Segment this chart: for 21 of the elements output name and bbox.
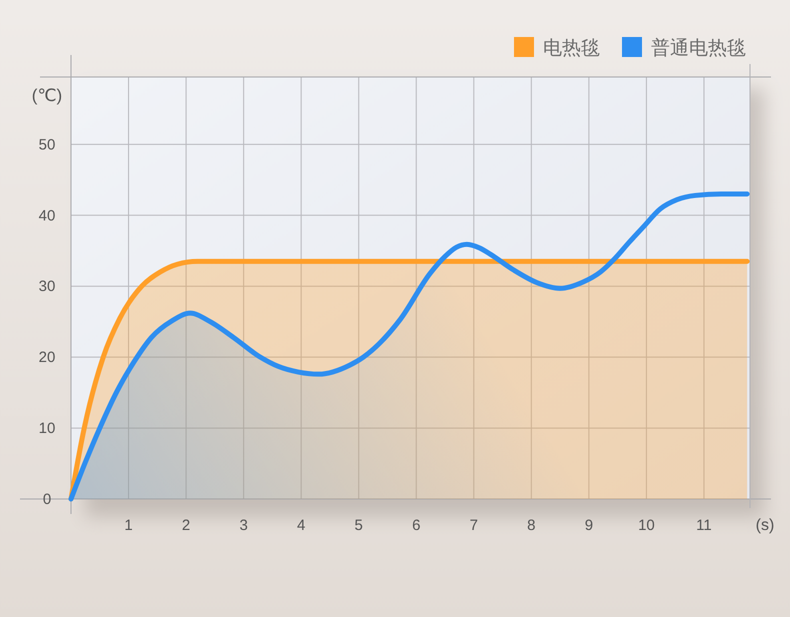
x-tick-label: 9 [584, 517, 594, 534]
x-tick-label: 6 [412, 517, 420, 534]
x-tick-label: 5 [354, 517, 363, 534]
x-tick-label: 1 [124, 517, 133, 534]
y-tick-label: 30 [38, 278, 56, 296]
x-tick-label: 2 [182, 517, 190, 534]
y-tick-label: 40 [38, 207, 56, 224]
y-tick-label: 0 [42, 491, 52, 508]
legend-label: 电热毯 [543, 38, 600, 59]
y-tick-label: 20 [38, 349, 56, 366]
x-tick-label: 10 [638, 517, 655, 534]
x-tick-label: 3 [239, 517, 248, 534]
x-tick-label: 4 [297, 517, 306, 534]
x-tick-label: 8 [527, 517, 536, 534]
x-axis-title: (s) [756, 517, 774, 534]
y-axis-title: (℃) [32, 86, 62, 105]
x-tick-label: 11 [696, 517, 712, 534]
x-tick-label: 7 [470, 517, 478, 534]
y-tick-label: 50 [38, 136, 56, 154]
legend-label: 普通电热毯 [651, 37, 746, 59]
y-tick-label: 10 [38, 420, 56, 438]
